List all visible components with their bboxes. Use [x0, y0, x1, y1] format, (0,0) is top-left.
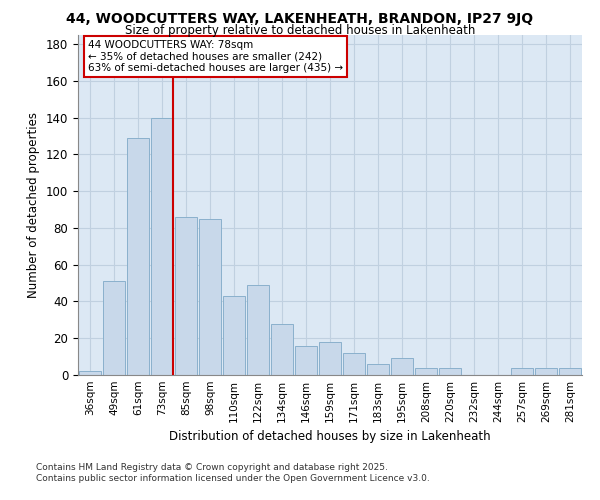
- Text: Contains HM Land Registry data © Crown copyright and database right 2025.: Contains HM Land Registry data © Crown c…: [36, 462, 388, 471]
- Bar: [391, 358, 413, 375]
- Bar: [535, 368, 557, 375]
- Bar: [343, 353, 365, 375]
- Text: Size of property relative to detached houses in Lakenheath: Size of property relative to detached ho…: [125, 24, 475, 37]
- Text: 44 WOODCUTTERS WAY: 78sqm
← 35% of detached houses are smaller (242)
63% of semi: 44 WOODCUTTERS WAY: 78sqm ← 35% of detac…: [88, 40, 343, 74]
- Bar: [199, 219, 221, 375]
- Text: 44, WOODCUTTERS WAY, LAKENHEATH, BRANDON, IP27 9JQ: 44, WOODCUTTERS WAY, LAKENHEATH, BRANDON…: [67, 12, 533, 26]
- Bar: [511, 368, 533, 375]
- Bar: [559, 368, 581, 375]
- Bar: [367, 364, 389, 375]
- Bar: [271, 324, 293, 375]
- Bar: [439, 368, 461, 375]
- Bar: [103, 282, 125, 375]
- Bar: [247, 285, 269, 375]
- Bar: [223, 296, 245, 375]
- Text: Contains public sector information licensed under the Open Government Licence v3: Contains public sector information licen…: [36, 474, 430, 483]
- Bar: [79, 372, 101, 375]
- Bar: [415, 368, 437, 375]
- X-axis label: Distribution of detached houses by size in Lakenheath: Distribution of detached houses by size …: [169, 430, 491, 444]
- Bar: [151, 118, 173, 375]
- Y-axis label: Number of detached properties: Number of detached properties: [28, 112, 40, 298]
- Bar: [127, 138, 149, 375]
- Bar: [319, 342, 341, 375]
- Bar: [175, 217, 197, 375]
- Bar: [295, 346, 317, 375]
